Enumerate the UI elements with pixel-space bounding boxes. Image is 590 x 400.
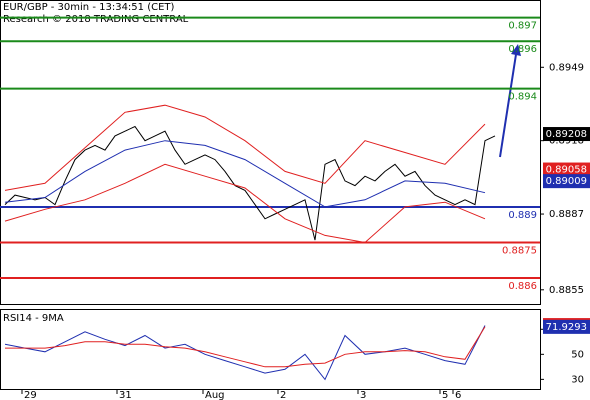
level-label: 0.886 [508,281,537,292]
series-line [5,326,486,368]
rsi-panel [0,309,541,390]
x-tick-label: 3 [360,390,366,400]
rsi-title: RSI14 - 9MA [3,313,64,324]
price-tag-label: 0.89208 [546,129,587,140]
chart-title: EUR/GBP - 30min - 13:34:51 (CET) [3,2,175,13]
forecast-arrow [499,47,518,158]
series-line [4,325,486,381]
x-tick-label: 6 [455,390,461,400]
y-tick-label: 30 [571,374,584,385]
price-tag [543,162,590,177]
level-label: 0.889 [508,210,537,221]
price-tag-label: 71.9293 [546,322,587,333]
level-label: 0.894 [508,92,537,103]
price-tag-label: 0.89009 [546,176,587,187]
y-tick-label: 0.8918 [549,136,584,147]
series-line [4,125,496,241]
level-label: 0.897 [508,21,537,32]
chart-subtitle: Research © 2018 TRADING CENTRAL [3,14,189,25]
y-tick-label: 0.8949 [549,62,584,73]
price-tag [543,127,590,142]
arrow-head [511,44,521,56]
x-tick-label: 5 [442,390,448,400]
series-line [4,163,486,244]
main-panel [0,0,541,305]
y-tick-label: 50 [571,349,584,360]
price-tag [543,174,590,189]
price-tag-label: 0.89058 [546,165,587,176]
series-line [4,104,486,191]
y-tick-label: 0.8887 [549,209,584,220]
x-tick-label: 31 [119,390,132,400]
x-tick-label: 29 [24,390,37,400]
y-tick-label: 0.8855 [549,285,584,296]
x-tick-label: 2 [280,390,286,400]
level-label: 0.8875 [502,245,537,256]
price-tag [543,319,590,334]
level-label: 0.896 [508,44,537,55]
x-tick-label: Aug [205,390,225,400]
series-line [4,140,486,208]
